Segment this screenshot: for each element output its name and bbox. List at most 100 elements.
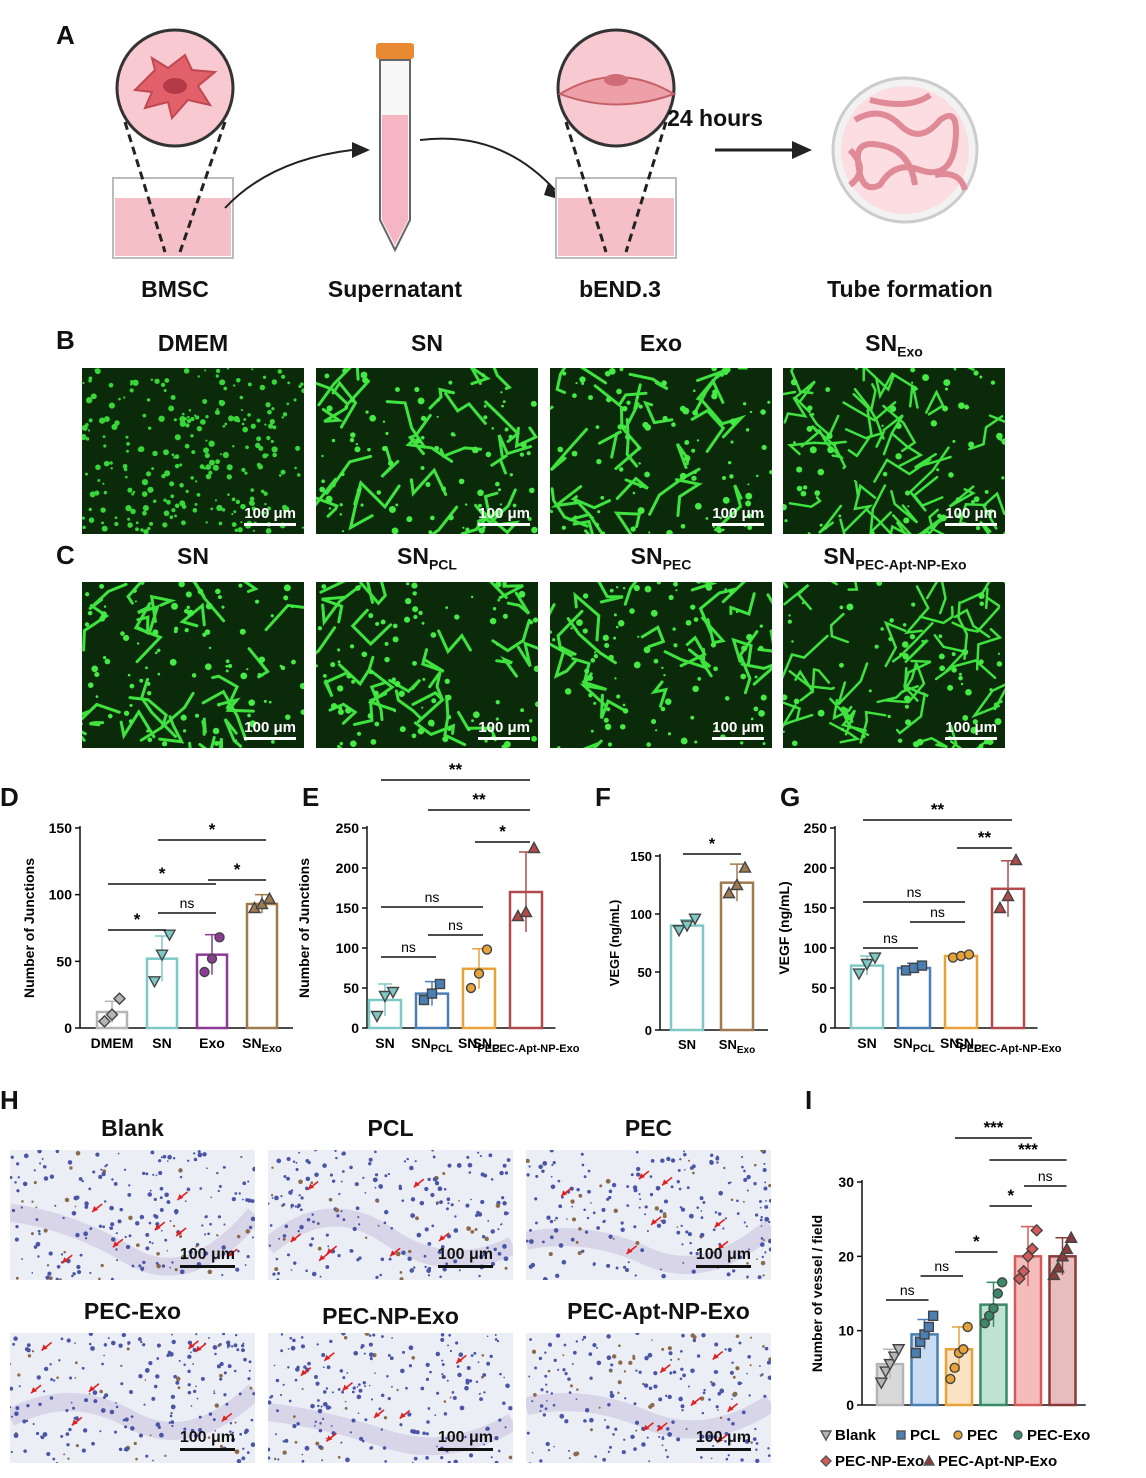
tube-branch <box>331 380 358 429</box>
cell-dot <box>321 454 324 458</box>
nucleus <box>644 1213 647 1216</box>
significance-label: *** <box>984 1118 1004 1137</box>
cell-dot <box>157 672 161 676</box>
cell-dot <box>412 606 419 613</box>
nucleus <box>768 1198 771 1203</box>
cell-dot <box>356 731 362 736</box>
data-point <box>370 1010 384 1023</box>
cell-dot <box>887 714 891 719</box>
tube-branch <box>783 713 814 727</box>
cell-dot <box>216 368 221 373</box>
nucleus <box>710 1380 713 1384</box>
nucleus <box>635 1333 640 1336</box>
cell-dot <box>750 717 754 721</box>
nucleus <box>736 1199 739 1203</box>
nucleus <box>526 1173 530 1177</box>
cell-dot <box>337 708 344 715</box>
y-tick-label: 150 <box>49 820 73 836</box>
nucleus <box>714 1211 718 1214</box>
nucleus <box>92 1390 98 1395</box>
cell-dot <box>696 439 700 442</box>
nucleus <box>432 1177 438 1182</box>
nucleus <box>343 1336 348 1340</box>
cell-dot <box>492 607 497 611</box>
h-title-1: Blank <box>101 1115 164 1141</box>
nucleus <box>650 1402 655 1408</box>
nucleus <box>42 1164 47 1169</box>
nucleus <box>592 1342 597 1348</box>
nucleus <box>225 1402 229 1406</box>
nucleus <box>336 1214 340 1218</box>
nucleus <box>92 1170 96 1174</box>
nucleus <box>155 1261 159 1265</box>
nucleus <box>273 1457 277 1461</box>
nucleus <box>483 1443 485 1446</box>
scale-bar: 100 μm <box>437 1429 493 1451</box>
nucleus <box>684 1168 686 1171</box>
nucleus <box>317 1399 320 1402</box>
cell-dot <box>431 723 435 727</box>
nucleus <box>653 1384 658 1389</box>
cell-dot <box>430 515 435 521</box>
nucleus <box>396 1388 399 1392</box>
cell-dot <box>826 432 833 440</box>
nucleus <box>717 1212 722 1216</box>
nucleus <box>688 1213 694 1219</box>
cell-dot <box>181 412 185 416</box>
stain-pattern <box>268 1333 513 1463</box>
cell-dot <box>241 467 246 473</box>
cell-dot <box>86 397 93 404</box>
nucleus <box>268 1456 271 1460</box>
nucleus <box>584 1230 589 1234</box>
nucleus <box>608 1189 613 1194</box>
cell-dot <box>103 605 107 608</box>
nucleus <box>689 1241 692 1245</box>
nucleus <box>219 1444 223 1448</box>
nucleus <box>368 1157 373 1162</box>
nucleus <box>299 1224 304 1230</box>
cell-dot <box>367 712 374 719</box>
nucleus <box>30 1232 34 1236</box>
data-point <box>916 960 928 971</box>
cell-dot <box>814 490 821 496</box>
nucleus <box>642 1382 645 1386</box>
nucleus <box>252 1392 255 1396</box>
histology-pec-exo: 100 μm <box>10 1333 255 1463</box>
significance-label: ns <box>180 895 195 911</box>
nucleus <box>218 1342 222 1346</box>
cell-dot <box>82 516 85 520</box>
nucleus <box>244 1264 247 1266</box>
cell-dot <box>889 618 894 623</box>
nucleus <box>187 1354 192 1359</box>
nucleus <box>243 1430 248 1435</box>
cell-dot <box>673 643 678 648</box>
cell-dot <box>89 491 96 498</box>
nucleus <box>209 1222 212 1226</box>
cell-dot <box>225 659 230 664</box>
nucleus <box>104 1165 107 1168</box>
cell-dot <box>571 450 578 457</box>
cell-dot <box>409 480 412 483</box>
nucleus <box>383 1209 389 1215</box>
y-axis-label: Number of Junctions <box>296 858 312 998</box>
tube-branch <box>498 582 524 600</box>
nucleus <box>303 1365 307 1369</box>
nucleus <box>459 1405 465 1411</box>
cell-dot <box>420 415 427 421</box>
nucleus <box>553 1228 559 1233</box>
nucleus <box>361 1439 365 1443</box>
nucleus <box>370 1398 374 1401</box>
tube-branch <box>474 491 499 532</box>
cell-dot <box>692 685 699 693</box>
cell-dot <box>880 627 884 631</box>
nucleus <box>427 1274 431 1277</box>
nucleus <box>661 1436 665 1441</box>
nucleus <box>494 1435 499 1441</box>
panel-label-d: D <box>0 782 19 812</box>
nucleus <box>562 1368 566 1372</box>
micrograph-exo: 100 μm <box>550 368 772 534</box>
nucleus <box>754 1427 757 1431</box>
nucleus <box>107 1337 110 1340</box>
nucleus <box>208 1336 211 1339</box>
